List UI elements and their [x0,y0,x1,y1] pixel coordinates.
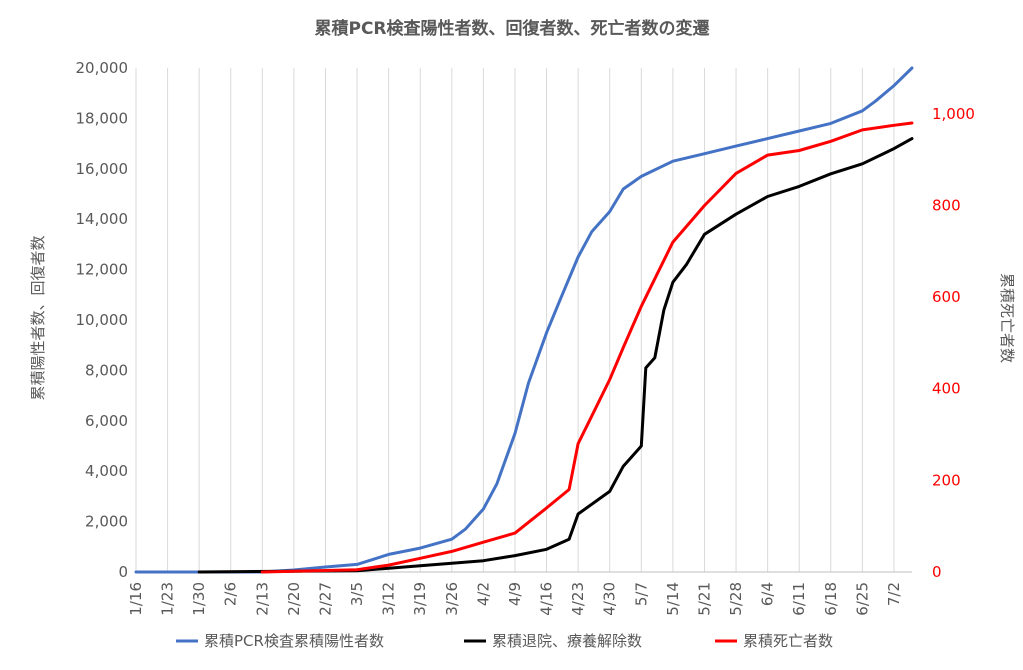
x-tick-label: 2/13 [253,582,271,616]
legend-label: 累積退院、療養解除数 [492,632,642,650]
y-tick-right-label: 600 [932,288,961,306]
x-tick-label: 2/6 [222,582,240,606]
x-tick-label: 2/20 [285,582,303,616]
grid [135,68,895,572]
x-tick-label: 5/21 [695,582,713,616]
x-tick-label: 6/4 [759,582,777,606]
series-line-2 [197,137,914,574]
x-tick-label: 4/16 [538,582,556,616]
x-tick-label: 4/23 [569,582,587,616]
x-axis-ticks: 1/16 1/23 1/30 2/6 2/13 2/20 2/27 3/5 3/12 3/19 3/… [127,582,903,616]
y-axis-right-ticks: 0 200 400 600 800 1,000 [932,105,975,581]
series [134,66,914,574]
x-tick-label: 1/23 [159,582,177,616]
series-line-3 [260,121,914,574]
legend: 累積PCR検査累積陽性者数 累積退院、療養解除数 累積死亡者数 [176,632,833,650]
x-tick-label: 1/30 [190,582,208,616]
x-tick-label: 2/27 [316,582,334,616]
x-tick-label: 3/26 [443,582,461,616]
x-tick-label: 3/12 [380,582,398,616]
x-tick-label: 5/28 [727,582,745,616]
x-tick-label: 6/25 [853,582,871,616]
y-tick-right-label: 400 [932,380,961,398]
x-tick-label: 5/14 [664,582,682,616]
y-tick-left-label: 14,000 [76,210,129,228]
x-tick-label: 7/2 [885,582,903,606]
chart-title: 累積PCR検査陽性者数、回復者数、死亡者数の変遷 [314,18,709,39]
x-tick-label: 4/2 [474,582,492,606]
y-tick-right-label: 1,000 [932,105,975,123]
x-tick-label: 1/16 [127,582,145,616]
y-axis-right-label: 累積死亡者数 [998,273,1016,363]
x-tick-label: 6/11 [790,582,808,616]
x-tick-label: 5/7 [632,582,650,606]
x-tick-label: 6/18 [822,582,840,616]
y-tick-left-label: 8,000 [85,361,128,379]
y-axis-left-label: 累積陽性者数、回復者数 [29,235,47,400]
y-tick-left-label: 18,000 [76,109,129,127]
y-tick-left-label: 0 [118,563,128,581]
y-tick-left-label: 10,000 [76,311,129,329]
y-axis-left-ticks: 0 2,000 4,000 6,000 8,000 10,000 12,000 14,000 1… [76,59,129,581]
x-tick-label: 3/19 [411,582,429,616]
legend-label: 累積死亡者数 [743,632,833,650]
y-tick-right-label: 800 [932,196,961,214]
y-tick-left-label: 4,000 [85,462,128,480]
y-tick-left-label: 12,000 [76,261,129,279]
y-tick-left-label: 2,000 [85,513,128,531]
y-tick-left-label: 6,000 [85,412,128,430]
legend-label: 累積PCR検査累積陽性者数 [204,632,384,650]
series-line-1 [134,66,914,574]
x-tick-label: 4/9 [506,582,524,606]
y-tick-left-label: 16,000 [76,160,129,178]
y-tick-right-label: 0 [932,563,942,581]
x-tick-label: 4/30 [601,582,619,616]
y-tick-left-label: 20,000 [76,59,129,77]
y-tick-right-label: 200 [932,471,961,489]
x-tick-label: 3/5 [348,582,366,606]
